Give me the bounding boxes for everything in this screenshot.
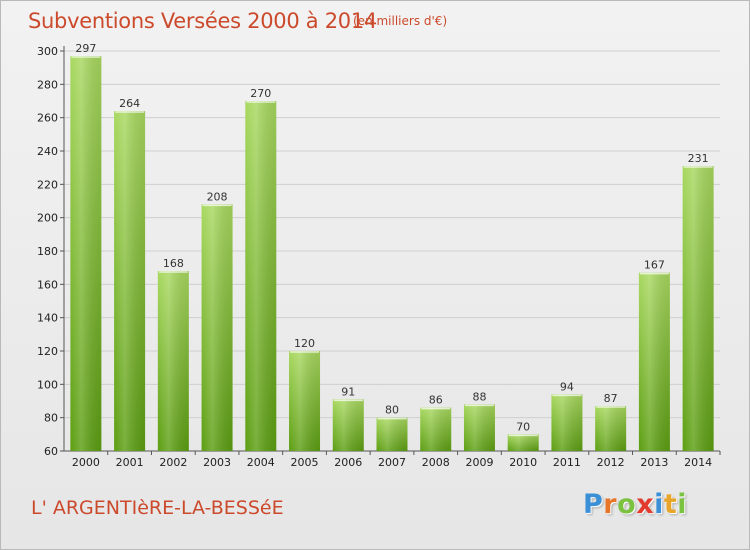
value-label-2014: 231	[688, 152, 709, 165]
x-tick-label-2009: 2009	[465, 456, 493, 469]
bar-shine-2012	[595, 406, 627, 451]
x-tick-label-2010: 2010	[509, 456, 537, 469]
bar-shine-2008	[420, 407, 452, 451]
value-label-2001: 264	[119, 97, 140, 110]
y-tick-label: 180	[37, 245, 58, 258]
chart-subtitle: (en milliers d'€)	[353, 14, 448, 28]
x-tick-label-2006: 2006	[334, 456, 362, 469]
logo-letter: P	[583, 489, 604, 520]
bar-shine-2011	[551, 394, 583, 451]
y-tick-label: 80	[44, 412, 58, 425]
value-label-2012: 87	[604, 392, 618, 405]
bar-shine-2000	[70, 56, 102, 451]
value-label-2002: 168	[163, 257, 184, 270]
y-tick-label: 140	[37, 312, 58, 325]
logo-letter: x	[636, 489, 655, 520]
bar-shine-2003	[201, 204, 233, 451]
bar-shine-2002	[157, 271, 189, 451]
value-label-2000: 297	[75, 42, 96, 55]
bar-shine-2004	[245, 101, 277, 451]
y-tick-label: 300	[37, 45, 58, 58]
y-tick-label: 120	[37, 345, 58, 358]
value-label-2003: 208	[207, 190, 228, 203]
x-tick-label-2004: 2004	[247, 456, 275, 469]
value-label-2006: 91	[341, 385, 355, 398]
logo-letter: i	[677, 489, 688, 520]
value-label-2005: 120	[294, 337, 315, 350]
x-tick-label-2000: 2000	[72, 456, 100, 469]
y-tick-label: 260	[37, 112, 58, 125]
bar-shine-2007	[376, 417, 408, 451]
x-tick-label-2011: 2011	[553, 456, 581, 469]
x-tick-label-2007: 2007	[378, 456, 406, 469]
value-label-2008: 86	[429, 394, 443, 407]
bar-shine-2013	[638, 272, 670, 451]
logo-letter: r	[603, 489, 618, 520]
value-label-2007: 80	[385, 404, 399, 417]
bar-shine-2006	[332, 399, 364, 451]
y-tick-label: 100	[37, 378, 58, 391]
place-name: L' ARGENTIèRE-LA-BESSéE	[31, 497, 284, 519]
axis-layer: 60 80 100 120 140 160 180 200 220 240 260 280 300 200…	[37, 45, 721, 469]
chart-title: Subventions Versées 2000 à 2014	[28, 9, 377, 33]
bar-shine-2009	[463, 404, 495, 451]
x-tick-label-2008: 2008	[422, 456, 450, 469]
logo-letter: i	[654, 489, 664, 520]
y-tick-label: 220	[37, 178, 58, 191]
x-tick-label-2013: 2013	[640, 456, 668, 469]
logo-letter: t	[663, 489, 678, 520]
proxiti-logo: Proxiti	[583, 489, 687, 520]
bar-shine-2005	[289, 351, 321, 451]
x-tick-label-2014: 2014	[684, 456, 712, 469]
x-tick-label-2012: 2012	[597, 456, 625, 469]
y-tick-label: 200	[37, 212, 58, 225]
x-tick-label-2001: 2001	[116, 456, 144, 469]
logo-letter: o	[617, 489, 637, 520]
bar-layer: 297 264 168 208 270 120 91 80 86 88 70 94 87 167 231	[70, 42, 714, 451]
bar-shine-2014	[682, 166, 714, 451]
value-label-2013: 167	[644, 259, 665, 272]
bar-shine-2010	[507, 434, 539, 451]
x-tick-label-2002: 2002	[159, 456, 187, 469]
y-tick-label: 160	[37, 278, 58, 291]
bar-shine-2001	[114, 111, 146, 451]
value-label-2011: 94	[560, 380, 574, 393]
x-tick-label-2003: 2003	[203, 456, 231, 469]
y-tick-label: 60	[44, 445, 58, 458]
value-label-2004: 270	[250, 87, 271, 100]
y-tick-label: 240	[37, 145, 58, 158]
value-label-2010: 70	[516, 420, 530, 433]
value-label-2009: 88	[472, 390, 486, 403]
y-tick-label: 280	[37, 78, 58, 91]
x-tick-label-2005: 2005	[291, 456, 319, 469]
